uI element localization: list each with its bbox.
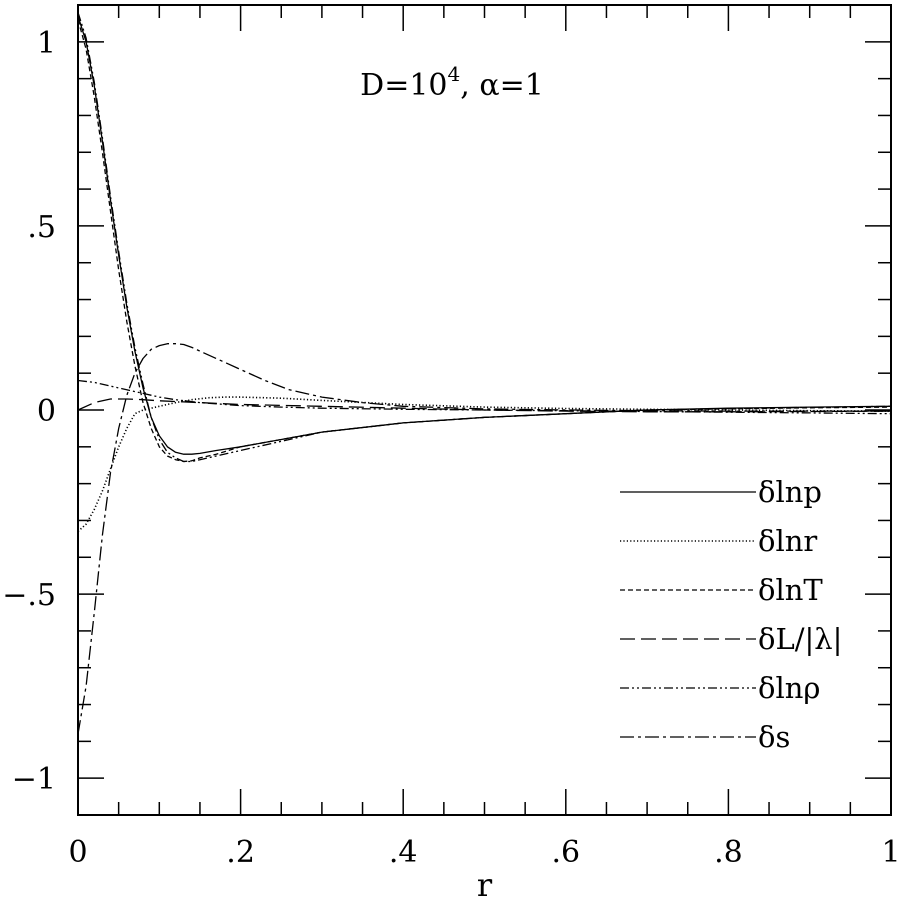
legend-label: δlnp [758, 475, 822, 509]
legend-label: δs [758, 720, 790, 754]
annotation-exponent: 4 [448, 62, 461, 86]
parameter-annotation: D=104, α=1 [360, 62, 544, 103]
y-tick-label: .5 [27, 210, 56, 245]
legend-label: δlnr [758, 524, 817, 558]
legend-label: δlnρ [758, 671, 820, 705]
x-tick-label: .2 [226, 835, 255, 870]
curves-layer [77, 12, 892, 735]
y-tick-label: −.5 [2, 578, 56, 613]
legend-label: δL/|λ| [758, 622, 842, 656]
y-tick-label: 0 [37, 394, 56, 429]
annotation-prefix: D=10 [360, 68, 447, 103]
x-tick-label: 0 [68, 835, 87, 870]
extra-curve-1 [77, 379, 892, 415]
x-tick-label: 1 [881, 835, 899, 870]
x-tick-label: .8 [714, 835, 743, 870]
annotation-suffix: , α=1 [460, 68, 544, 103]
legend-label: δlnT [758, 573, 823, 607]
x-tick-label: .6 [551, 835, 580, 870]
tick-labels: 0 .2 .4 .6 .8 1 −1 −.5 0 .5 1 [2, 26, 899, 870]
legend: δlnp δlnr δlnT δL/|λ| δlnρ δs [620, 475, 842, 754]
y-tick-label: 1 [37, 26, 56, 61]
series-line-6 [77, 343, 891, 735]
y-tick-label: −1 [12, 762, 56, 797]
tick-marks [77, 4, 892, 816]
x-tick-label: .4 [389, 835, 418, 870]
series-line-2 [77, 396, 892, 533]
x-axis-label: r [477, 866, 493, 903]
series-line-5 [77, 12, 892, 463]
